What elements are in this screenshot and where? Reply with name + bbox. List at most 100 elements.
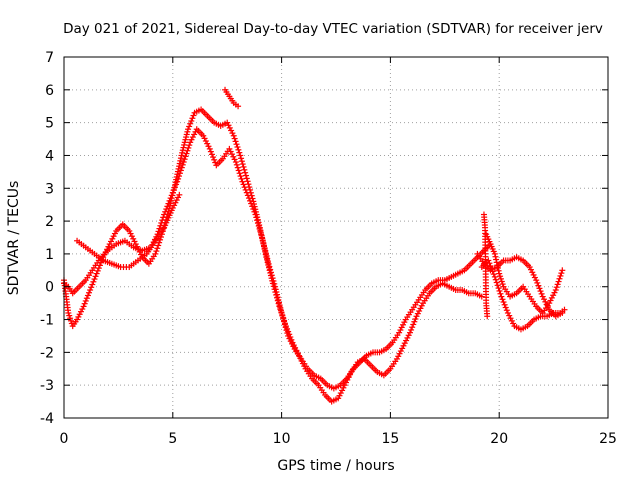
data-point bbox=[226, 145, 233, 152]
data-point-interp bbox=[405, 332, 412, 339]
data-point-interp bbox=[417, 305, 424, 312]
data-point-interp bbox=[497, 273, 504, 280]
y-tick-label: 1 bbox=[45, 247, 54, 263]
data-point-interp bbox=[202, 138, 209, 145]
data-point-interp bbox=[201, 135, 208, 142]
data-point-interp bbox=[254, 214, 261, 221]
data-point-interp bbox=[535, 282, 542, 289]
data-point bbox=[169, 204, 176, 211]
data-point bbox=[478, 293, 485, 300]
data-point-interp bbox=[293, 347, 300, 354]
data-point-interp bbox=[409, 324, 416, 331]
data-point-interp bbox=[531, 274, 538, 281]
data-point bbox=[152, 250, 159, 257]
data-point-interp bbox=[169, 192, 176, 199]
data-point-interp bbox=[274, 297, 281, 304]
data-point-interp bbox=[493, 279, 500, 286]
data-point-interp bbox=[192, 128, 199, 135]
data-point-interp bbox=[555, 278, 562, 285]
data-point-interp bbox=[253, 211, 260, 218]
data-point-interp bbox=[286, 331, 293, 338]
data-point bbox=[561, 306, 568, 313]
data-point-interp bbox=[250, 201, 257, 208]
data-point-interp bbox=[294, 350, 301, 357]
data-point bbox=[296, 352, 303, 359]
data-point-interp bbox=[527, 266, 534, 273]
data-point-interp bbox=[249, 195, 256, 202]
data-point-interp bbox=[156, 239, 163, 246]
data-point bbox=[243, 175, 250, 182]
data-point-interp bbox=[208, 151, 215, 158]
data-point-interp bbox=[252, 206, 259, 213]
data-point-interp bbox=[155, 242, 162, 249]
data-point-interp bbox=[418, 302, 425, 309]
data-point-interp bbox=[179, 161, 186, 168]
plot-frame bbox=[63, 56, 609, 419]
data-point-interp bbox=[336, 392, 343, 399]
data-point bbox=[235, 103, 242, 110]
data-point-interp bbox=[173, 197, 180, 204]
data-point-interp bbox=[235, 167, 242, 174]
data-point-interp bbox=[239, 161, 246, 168]
data-point-interp bbox=[495, 267, 502, 274]
data-point-interp bbox=[493, 259, 500, 266]
data-point-interp bbox=[558, 270, 565, 277]
data-point-interp bbox=[67, 315, 74, 322]
data-point-interp bbox=[496, 287, 503, 294]
data-point-interp bbox=[111, 230, 118, 237]
axis-ticks: 0 5 10 15 20 25 -4 -3 -2 -1 0 1 2 3 4 5 6 7 bbox=[40, 50, 617, 447]
data-point-interp bbox=[92, 273, 99, 280]
data-point-interp bbox=[287, 334, 294, 341]
data-point-interp bbox=[530, 271, 537, 278]
data-point-interp bbox=[210, 154, 217, 161]
data-point bbox=[65, 309, 72, 316]
data-point-interp bbox=[277, 306, 284, 313]
data-point-interp bbox=[105, 243, 112, 250]
data-point-interp bbox=[181, 156, 188, 163]
data-point bbox=[180, 159, 187, 166]
data-point-interp bbox=[500, 299, 507, 306]
data-point bbox=[552, 287, 559, 294]
data-point-interp bbox=[256, 222, 263, 229]
data-point-interp bbox=[225, 122, 232, 129]
data-point-interp bbox=[191, 131, 198, 138]
data-point bbox=[400, 342, 407, 349]
series-4 bbox=[222, 86, 242, 110]
data-point-interp bbox=[411, 318, 418, 325]
data-point-interp bbox=[494, 262, 501, 269]
data-point-interp bbox=[84, 292, 91, 299]
data-point-interp bbox=[76, 311, 83, 318]
y-tick-label: -3 bbox=[40, 378, 54, 394]
data-point bbox=[237, 152, 244, 159]
data-point-interp bbox=[506, 312, 513, 319]
data-point bbox=[341, 382, 348, 389]
data-point bbox=[187, 139, 194, 146]
data-point-interp bbox=[267, 269, 274, 276]
data-point bbox=[491, 273, 498, 280]
data-point bbox=[496, 270, 503, 277]
data-point-interp bbox=[343, 379, 350, 386]
data-point-interp bbox=[96, 262, 103, 269]
data-point-interp bbox=[265, 264, 272, 271]
data-point-interp bbox=[550, 292, 557, 299]
data-point bbox=[533, 277, 540, 284]
data-point-interp bbox=[90, 278, 97, 285]
data-point-interp bbox=[238, 158, 245, 165]
data-point-interp bbox=[401, 340, 408, 347]
data-point-interp bbox=[233, 141, 240, 148]
data-point-interp bbox=[412, 315, 419, 322]
data-point-interp bbox=[248, 192, 255, 199]
series-1 bbox=[61, 126, 494, 392]
y-tick-label: 5 bbox=[45, 116, 54, 132]
data-point-interp bbox=[395, 353, 402, 360]
data-point-interp bbox=[181, 141, 188, 148]
data-point-interp bbox=[404, 334, 411, 341]
data-point-interp bbox=[79, 306, 86, 313]
data-point-interp bbox=[157, 236, 164, 243]
data-point-interp bbox=[264, 256, 271, 263]
data-point-interp bbox=[240, 163, 247, 170]
data-point-interp bbox=[67, 317, 74, 324]
data-point-interp bbox=[499, 296, 506, 303]
data-point-interp bbox=[414, 310, 421, 317]
